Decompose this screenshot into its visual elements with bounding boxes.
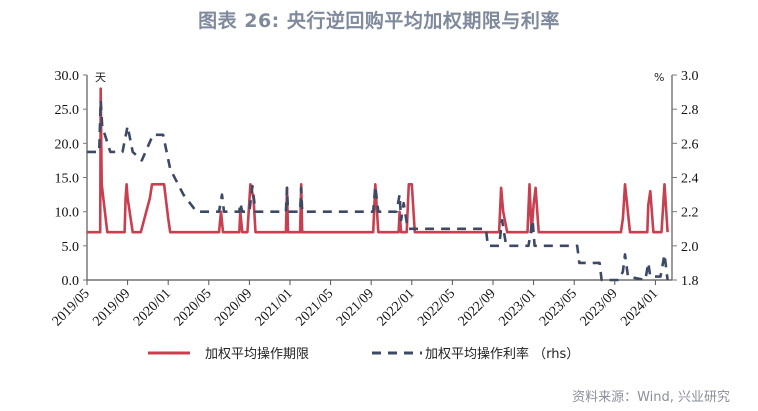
right-tick-label: 2.4 [681, 172, 699, 187]
x-tick-label: 2024/01 [618, 286, 661, 329]
chart-title: 图表 26: 央行逆回购平均加权期限与利率 [198, 10, 560, 32]
x-tick-label: 2020/05 [172, 286, 215, 329]
left-tick-label: 25.0 [55, 103, 80, 118]
left-unit-label: 天 [95, 71, 106, 84]
x-tick-label: 2022/09 [456, 286, 499, 329]
left-tick-label: 20.0 [55, 137, 80, 152]
legend-label-rate: 加权平均操作利率 （rhs） [425, 346, 579, 362]
x-tick-label: 2020/01 [131, 286, 174, 329]
x-tick-label: 2022/05 [415, 286, 458, 329]
right-tick-label: 2.8 [681, 103, 699, 118]
x-tick-label: 2023/01 [496, 286, 539, 329]
legend-label-tenor: 加权平均操作期限 [205, 346, 309, 362]
right-tick-label: 3.0 [681, 69, 699, 84]
left-tick-label: 30.0 [55, 69, 80, 84]
x-tick-label: 2019/05 [50, 286, 93, 329]
left-tick-label: 5.0 [62, 240, 80, 255]
x-tick-label: 2021/01 [253, 286, 296, 329]
x-tick-label: 2022/01 [375, 286, 418, 329]
series-tenor-line [87, 87, 669, 234]
x-tick-label: 2021/09 [334, 286, 377, 329]
right-tick-label: 2.2 [681, 206, 699, 221]
x-tick-label: 2023/09 [578, 286, 621, 329]
right-tick-label: 1.8 [681, 274, 699, 289]
left-tick-label: 0.0 [62, 274, 80, 289]
right-unit-label: % [654, 71, 664, 84]
x-tick-label: 2021/05 [293, 286, 336, 329]
left-tick-label: 15.0 [55, 172, 80, 187]
x-tick-label: 2023/05 [537, 286, 580, 329]
right-tick-label: 2.0 [681, 240, 699, 255]
right-tick-label: 2.6 [681, 137, 699, 152]
left-tick-label: 10.0 [55, 206, 80, 221]
series-rate-line [87, 99, 669, 282]
x-tick-label: 2019/09 [90, 286, 133, 329]
x-tick-label: 2020/09 [212, 286, 255, 329]
source-note: 资料来源：Wind, 兴业研究 [572, 390, 730, 405]
